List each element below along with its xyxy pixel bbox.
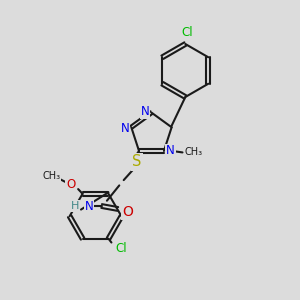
- Text: O: O: [122, 205, 133, 219]
- Text: Cl: Cl: [115, 242, 127, 255]
- Text: CH₃: CH₃: [42, 171, 60, 181]
- Text: S: S: [132, 154, 142, 169]
- Text: N: N: [85, 200, 93, 212]
- Text: N: N: [121, 122, 129, 135]
- Text: N: N: [141, 105, 149, 118]
- Text: O: O: [66, 178, 75, 190]
- Text: H: H: [71, 201, 80, 211]
- Text: Cl: Cl: [181, 26, 193, 39]
- Text: CH₃: CH₃: [184, 147, 202, 158]
- Text: N: N: [166, 145, 175, 158]
